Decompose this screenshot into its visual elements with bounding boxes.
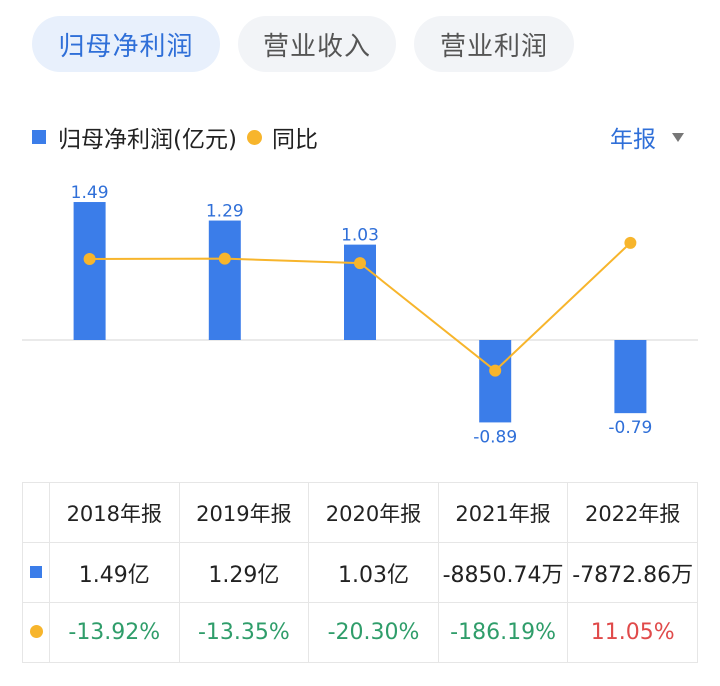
table-cell: -13.92% <box>49 602 180 663</box>
period-selector[interactable]: 年报 <box>610 120 684 154</box>
table-cell: -8850.74万 <box>437 542 569 603</box>
table-cell: -7872.86万 <box>567 542 698 603</box>
column-header: 2021年报 <box>437 482 569 543</box>
table-cell: -20.30% <box>308 602 439 663</box>
table-cell: -186.19% <box>437 602 569 663</box>
period-label: 年报 <box>610 127 656 153</box>
yoy-point-2022年报[interactable] <box>624 236 637 249</box>
bar-marker-icon <box>30 566 42 578</box>
tab-net-profit[interactable]: 归母净利润 <box>32 16 220 72</box>
tab-revenue[interactable]: 营业收入 <box>238 16 396 72</box>
data-table: 2018年报 2019年报 2020年报 2021年报 2022年报 1.49亿… <box>22 482 698 663</box>
column-header: 2018年报 <box>49 482 180 543</box>
table-header-row: 2018年报 2019年报 2020年报 2021年报 2022年报 <box>22 482 698 543</box>
line-marker-icon <box>29 625 43 638</box>
line-legend-icon <box>246 129 262 145</box>
bar-value-label: 1.29 <box>206 202 244 222</box>
table-corner-cell <box>22 482 50 543</box>
bar-value-label: -0.89 <box>473 427 517 447</box>
tab-operating-profit[interactable]: 营业利润 <box>414 16 574 72</box>
bar-2022年报[interactable] <box>614 340 647 414</box>
bar-legend-icon <box>32 130 46 144</box>
bar-value-label: -0.79 <box>608 418 652 438</box>
chart-legend: 归母净利润(亿元) 同比 <box>32 120 318 154</box>
yoy-point-2021年报[interactable] <box>489 364 502 377</box>
combo-chart: 1.49 1.29 1.03 -0.89 -0.79 <box>22 183 698 447</box>
line-legend-label: 同比 <box>271 127 318 153</box>
column-header: 2020年报 <box>308 482 439 543</box>
table-row-yoy: -13.92% -13.35% -20.30% -186.19% 11.05% <box>22 602 698 663</box>
bar-legend-label: 归母净利润(亿元) <box>58 127 237 153</box>
column-header: 2022年报 <box>567 482 698 543</box>
table-row-values: 1.49亿 1.29亿 1.03亿 -8850.74万 -7872.86万 <box>22 542 698 603</box>
yoy-point-2019年报[interactable] <box>218 252 231 265</box>
chevron-down-icon <box>672 132 684 142</box>
table-cell: 1.29亿 <box>178 542 310 603</box>
bar-2018年报[interactable] <box>73 202 106 340</box>
bar-value-label: 1.49 <box>71 183 109 203</box>
yoy-point-2020年报[interactable] <box>354 257 366 270</box>
bar-value-label: 1.03 <box>341 226 379 246</box>
table-cell: 1.03亿 <box>308 542 439 603</box>
bar-2021年报[interactable] <box>479 340 512 423</box>
row-marker <box>22 542 50 603</box>
column-header: 2019年报 <box>178 482 310 543</box>
table-cell: -13.35% <box>178 602 310 663</box>
table-cell: 1.49亿 <box>49 542 180 603</box>
metric-tabs: 归母净利润 营业收入 营业利润 <box>32 16 720 72</box>
bar-2019年报[interactable] <box>208 220 241 340</box>
table-cell: 11.05% <box>567 602 698 663</box>
row-marker <box>22 602 50 663</box>
yoy-point-2018年报[interactable] <box>83 253 96 266</box>
